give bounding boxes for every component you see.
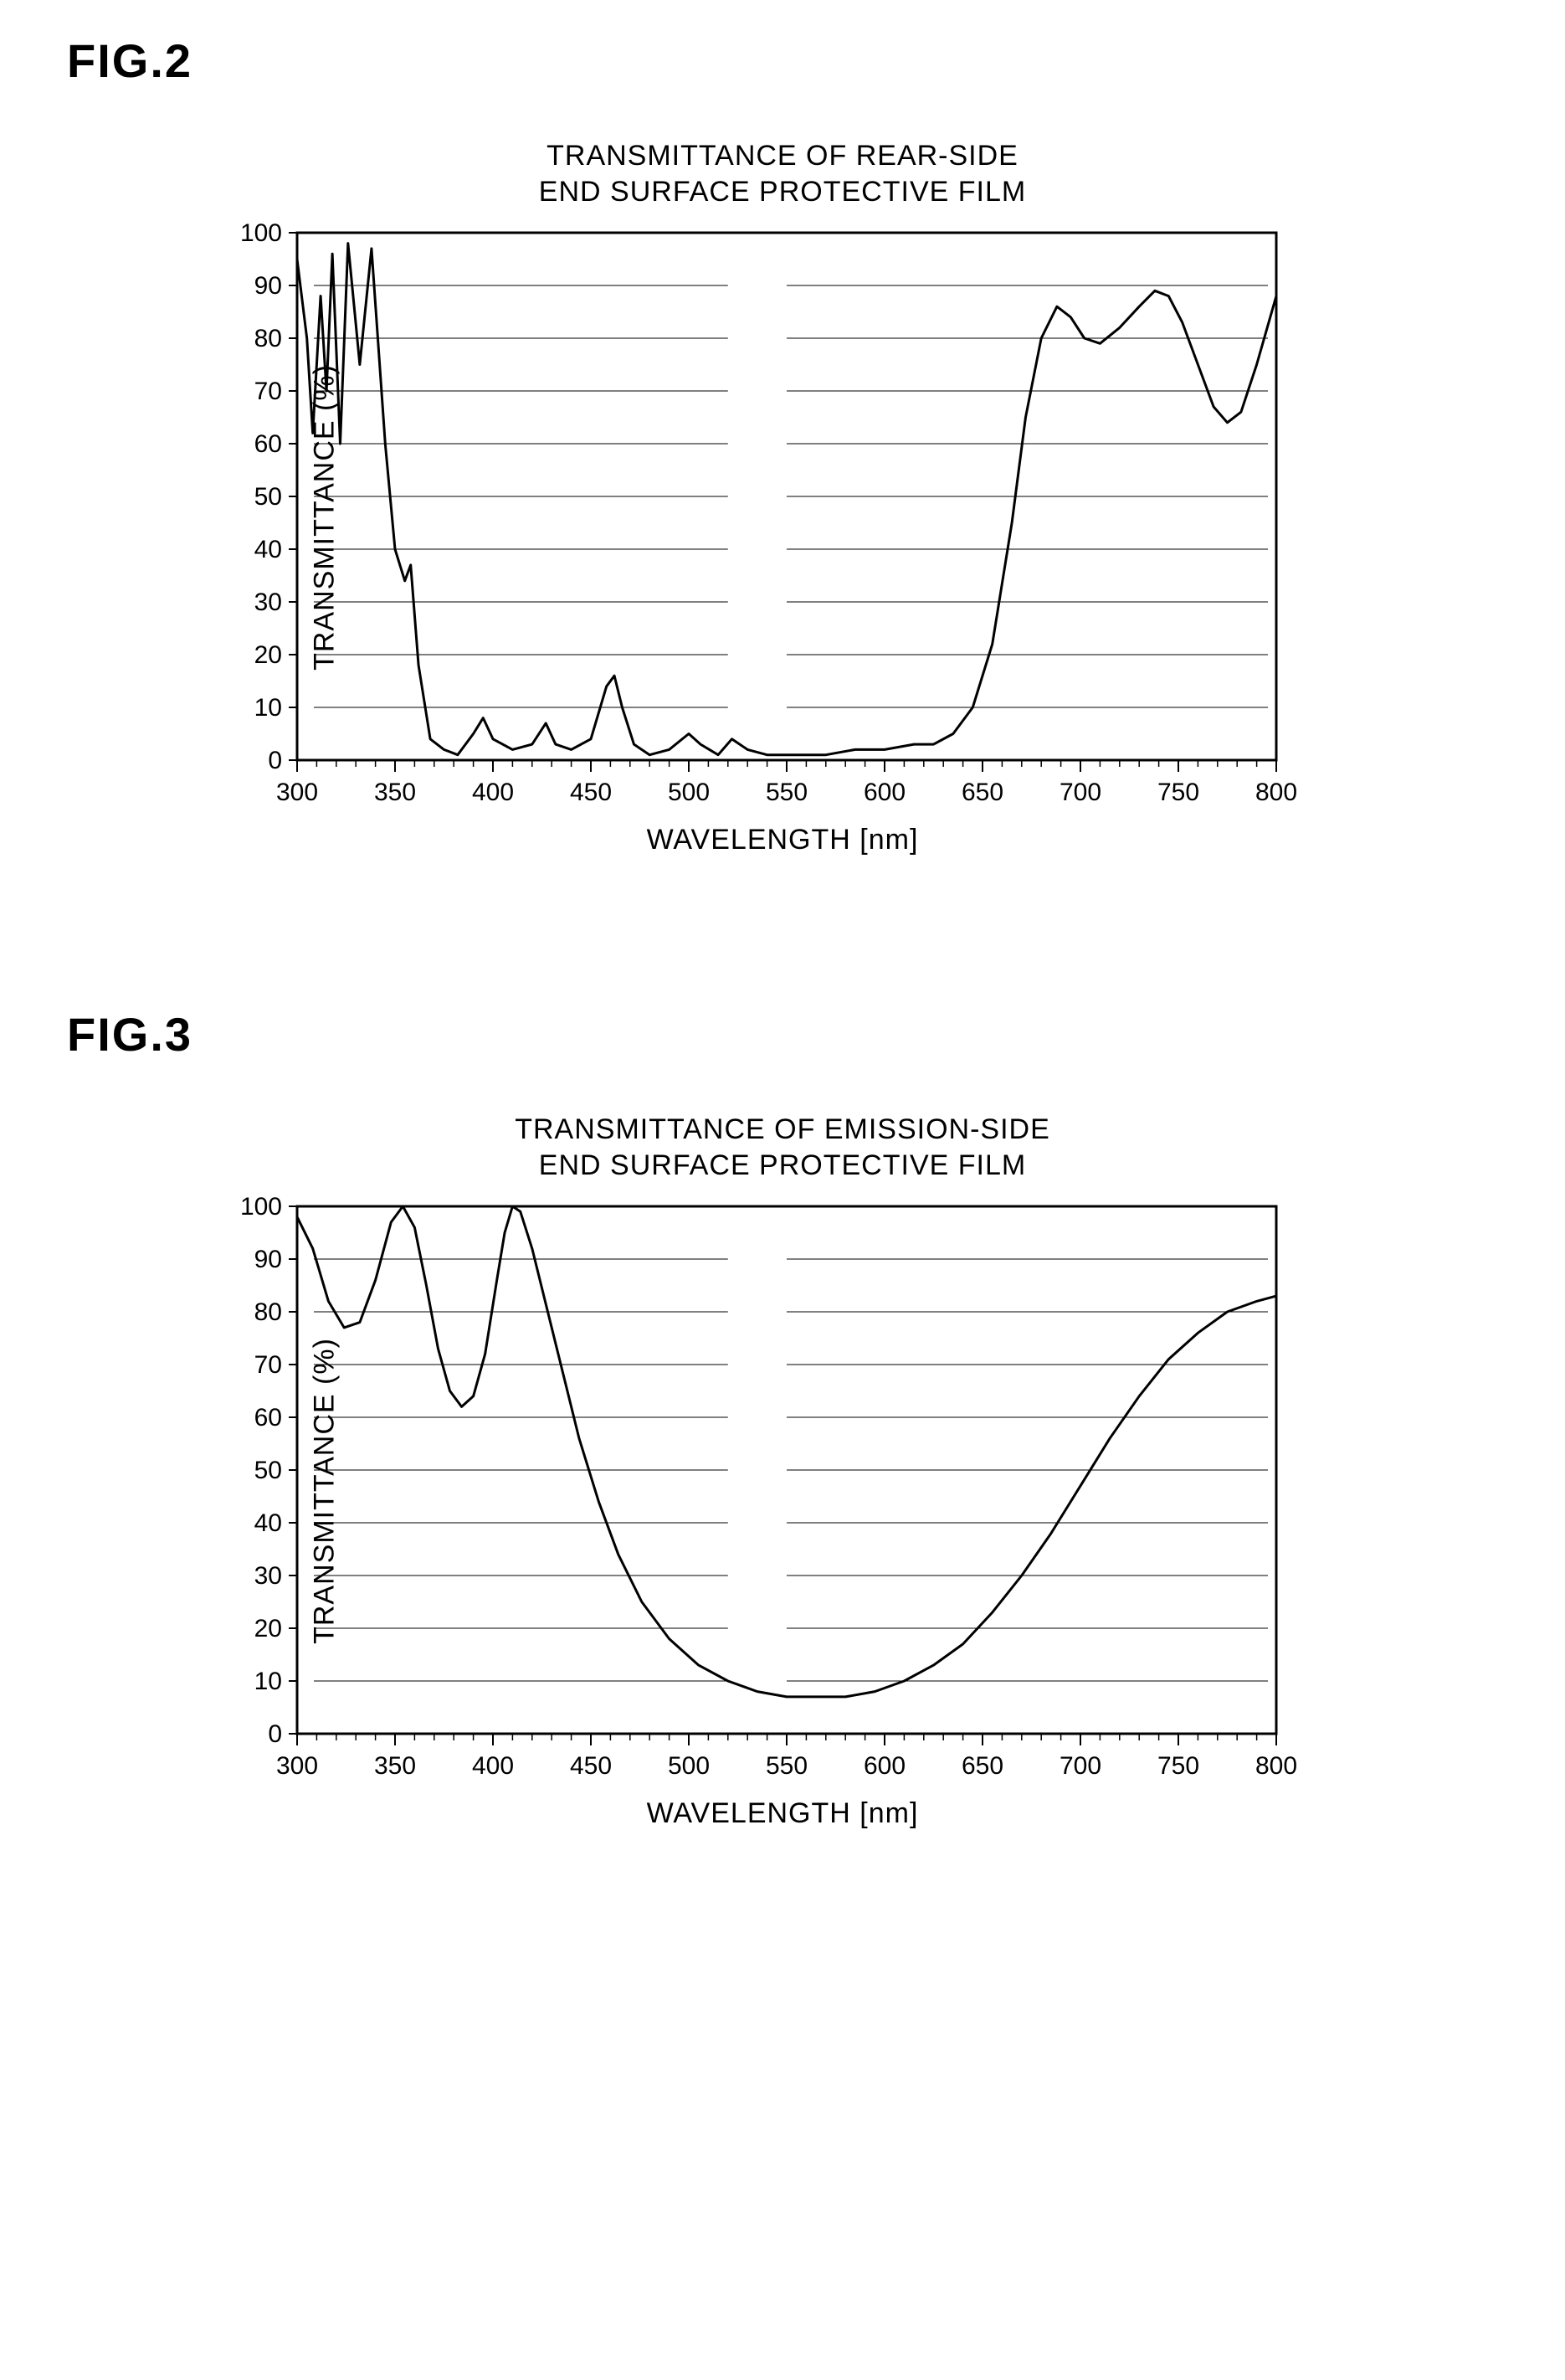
chart-title-line1: TRANSMITTANCE OF EMISSION-SIDE — [515, 1113, 1050, 1145]
svg-text:30: 30 — [254, 589, 282, 616]
svg-text:350: 350 — [374, 1752, 416, 1780]
svg-text:400: 400 — [472, 779, 514, 806]
svg-text:100: 100 — [240, 1193, 282, 1221]
svg-text:90: 90 — [254, 272, 282, 300]
svg-text:70: 70 — [254, 378, 282, 405]
plot-area-fig2: 0 10 20 30 40 50 60 70 80 90 100 300 350 400 450 500 550… — [197, 216, 1301, 819]
svg-text:400: 400 — [472, 1752, 514, 1780]
svg-text:60: 60 — [254, 1404, 282, 1432]
figure-2-label: FIG.2 — [67, 33, 1515, 88]
plot-area-fig3: 0 10 20 30 40 50 60 70 80 90 100 300 350 400 450 500 550… — [197, 1190, 1301, 1792]
svg-text:700: 700 — [1060, 779, 1101, 806]
chart-title-fig2: TRANSMITTANCE OF REAR-SIDE END SURFACE P… — [197, 138, 1368, 209]
svg-text:40: 40 — [254, 1509, 282, 1537]
svg-text:600: 600 — [864, 779, 906, 806]
svg-text:80: 80 — [254, 325, 282, 352]
svg-text:50: 50 — [254, 483, 282, 511]
svg-text:650: 650 — [962, 1752, 1003, 1780]
svg-text:550: 550 — [766, 1752, 808, 1780]
svg-text:450: 450 — [570, 779, 612, 806]
figure-3-label: FIG.3 — [67, 1007, 1515, 1061]
svg-text:80: 80 — [254, 1298, 282, 1326]
svg-text:10: 10 — [254, 1668, 282, 1695]
svg-text:750: 750 — [1157, 779, 1199, 806]
svg-text:0: 0 — [268, 747, 282, 774]
svg-text:300: 300 — [276, 779, 318, 806]
svg-text:20: 20 — [254, 641, 282, 669]
y-axis-label-fig3: TRANSMITTANCE (%) — [308, 1338, 341, 1644]
svg-text:0: 0 — [268, 1720, 282, 1748]
chart-title-fig3: TRANSMITTANCE OF EMISSION-SIDE END SURFA… — [197, 1112, 1368, 1183]
svg-text:60: 60 — [254, 430, 282, 458]
svg-text:300: 300 — [276, 1752, 318, 1780]
chart-title-line2: END SURFACE PROTECTIVE FILM — [539, 176, 1026, 208]
svg-text:500: 500 — [668, 1752, 710, 1780]
figure-3-chart: TRANSMITTANCE OF EMISSION-SIDE END SURFA… — [197, 1112, 1368, 1830]
svg-text:50: 50 — [254, 1457, 282, 1484]
svg-text:70: 70 — [254, 1351, 282, 1379]
svg-text:800: 800 — [1255, 1752, 1297, 1780]
x-axis-label-fig3: WAVELENGTH [nm] — [197, 1797, 1368, 1830]
x-axis-label-fig2: WAVELENGTH [nm] — [197, 824, 1368, 856]
svg-text:650: 650 — [962, 779, 1003, 806]
y-axis-label-fig2: TRANSMITTANCE (%) — [308, 364, 341, 671]
figure-2-chart: TRANSMITTANCE OF REAR-SIDE END SURFACE P… — [197, 138, 1368, 856]
chart-title-line1: TRANSMITTANCE OF REAR-SIDE — [546, 140, 1019, 172]
svg-text:750: 750 — [1157, 1752, 1199, 1780]
svg-text:500: 500 — [668, 779, 710, 806]
svg-text:350: 350 — [374, 779, 416, 806]
svg-text:700: 700 — [1060, 1752, 1101, 1780]
svg-text:20: 20 — [254, 1615, 282, 1642]
svg-text:100: 100 — [240, 219, 282, 247]
svg-text:40: 40 — [254, 536, 282, 563]
svg-text:30: 30 — [254, 1562, 282, 1590]
svg-text:10: 10 — [254, 694, 282, 722]
chart-title-line2: END SURFACE PROTECTIVE FILM — [539, 1149, 1026, 1181]
svg-text:600: 600 — [864, 1752, 906, 1780]
svg-text:550: 550 — [766, 779, 808, 806]
svg-text:450: 450 — [570, 1752, 612, 1780]
svg-text:90: 90 — [254, 1246, 282, 1273]
svg-text:800: 800 — [1255, 779, 1297, 806]
